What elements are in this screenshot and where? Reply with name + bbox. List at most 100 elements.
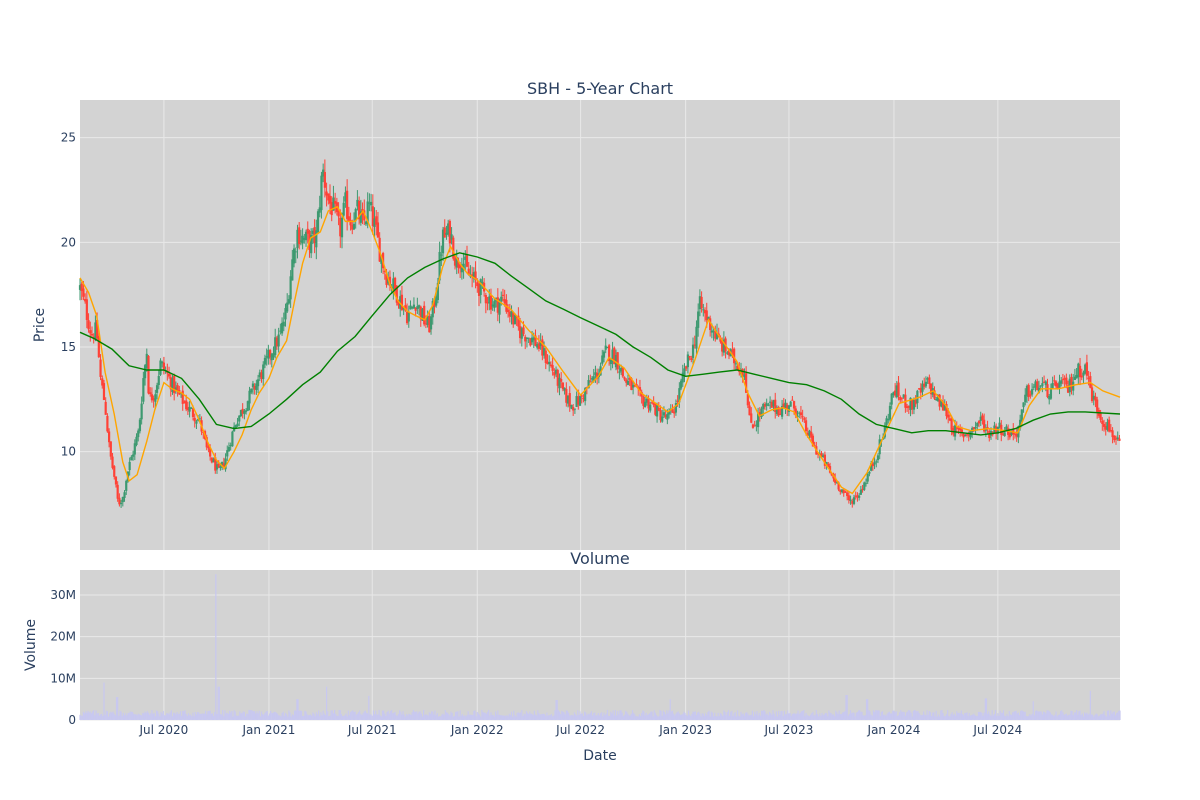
volume-bar [126, 715, 128, 720]
candle-body [400, 294, 404, 310]
volume-bar [820, 715, 822, 720]
candle-body [614, 355, 618, 368]
volume-bar [313, 713, 315, 720]
volume-bar [152, 713, 154, 720]
candle-body [558, 377, 561, 389]
volume-bar [726, 712, 728, 720]
volume-bar [838, 710, 840, 720]
candle-body [941, 401, 945, 411]
volume-bar [887, 712, 889, 720]
x-tick-label: Jan 2024 [867, 723, 921, 737]
candle-body [596, 372, 599, 379]
volume-bar [767, 715, 769, 720]
candle-body [1001, 433, 1005, 435]
volume-bar [709, 716, 711, 720]
candle-body [1013, 433, 1017, 435]
volume-bar [1065, 713, 1067, 720]
volume-bar [783, 710, 785, 720]
volume-bar [665, 714, 667, 720]
volume-bar [813, 715, 815, 720]
volume-bar [599, 713, 602, 720]
volume-bar [617, 711, 619, 720]
volume-bar [795, 714, 797, 720]
volume-bar [904, 715, 906, 720]
candle-body [142, 378, 145, 402]
volume-bar [193, 716, 195, 720]
volume-bar [588, 714, 590, 720]
candle-body [368, 202, 371, 204]
volume-bar [808, 716, 811, 720]
volume-bar [542, 713, 545, 720]
volume-bar [266, 710, 268, 720]
candle-body [443, 227, 446, 238]
volume-bar [521, 710, 523, 720]
candle-body [517, 315, 520, 327]
candle-body [1024, 394, 1027, 403]
candle-body [327, 193, 330, 201]
volume-y-tick-label: 30M [50, 588, 76, 602]
candle-body [560, 379, 563, 382]
volume-bar [336, 715, 338, 720]
volume-bar [144, 711, 146, 720]
candle-body [1032, 386, 1035, 388]
volume-bar [391, 709, 393, 720]
volume-bar [274, 711, 276, 720]
volume-yticks: 0 10M 20M 30M [50, 588, 76, 727]
candle-body [106, 415, 109, 432]
candle-body [405, 311, 409, 324]
volume-bar [410, 715, 412, 720]
volume-bar [939, 716, 941, 720]
volume-bar [628, 715, 630, 720]
volume-bar [847, 715, 849, 720]
volume-bar [877, 710, 879, 720]
volume-bar [461, 714, 464, 720]
volume-bar [242, 711, 244, 720]
candle-body [1109, 429, 1112, 431]
candle-body [580, 395, 583, 397]
volume-bar [945, 714, 948, 720]
candle-body [147, 355, 150, 394]
volume-bar [231, 710, 233, 720]
candle-body [621, 367, 624, 377]
candle-body [854, 495, 857, 497]
candle-body [662, 412, 666, 416]
candle-body [513, 315, 517, 325]
volume-bar [892, 710, 894, 720]
volume-bar [604, 714, 606, 720]
candle-body [1072, 381, 1075, 391]
volume-bar [706, 715, 708, 720]
volume-bar [194, 711, 196, 720]
volume-bar [227, 713, 230, 720]
volume-bar [782, 716, 784, 720]
candle-body [674, 403, 678, 413]
candle-body [770, 401, 773, 408]
candle-body [683, 368, 686, 376]
volume-bar [510, 711, 513, 720]
volume-bar [859, 710, 861, 720]
candle-body [135, 436, 138, 445]
volume-bar [572, 715, 574, 720]
volume-bar [690, 716, 692, 720]
candle-body [286, 302, 289, 312]
volume-bar [185, 714, 187, 720]
candle-body [943, 404, 946, 411]
volume-bar [439, 716, 441, 720]
candle-body [282, 321, 285, 327]
volume-bar [195, 714, 198, 720]
volume-bar [286, 714, 288, 720]
candle-body [411, 306, 414, 309]
candle-body [441, 229, 445, 254]
candle-body [385, 274, 388, 285]
volume-bar [444, 710, 446, 720]
candle-body [1003, 432, 1006, 436]
volume-bar [931, 715, 933, 720]
volume-bar [218, 686, 220, 720]
volume-bar [899, 712, 901, 720]
candle-body [935, 398, 938, 401]
volume-bar [1052, 714, 1054, 720]
volume-bar [830, 713, 832, 720]
volume-bar [273, 711, 275, 720]
candle-body [681, 372, 684, 383]
volume-bar [1025, 715, 1027, 720]
candle-body [114, 476, 118, 485]
